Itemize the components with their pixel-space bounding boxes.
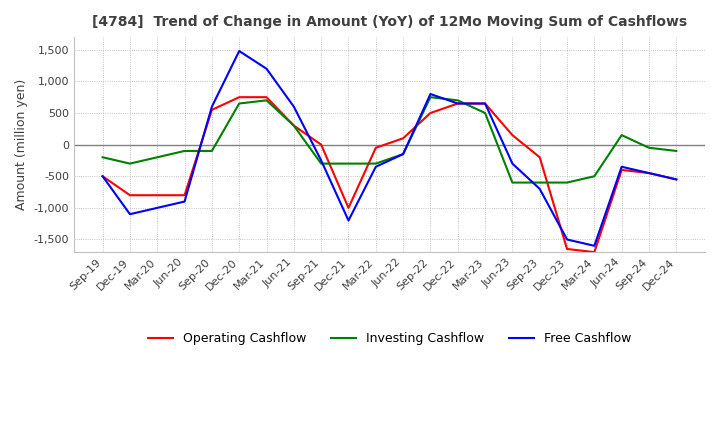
Legend: Operating Cashflow, Investing Cashflow, Free Cashflow: Operating Cashflow, Investing Cashflow, … <box>143 327 636 350</box>
Operating Cashflow <box>454 101 462 106</box>
Investing Cashflow <box>207 148 216 154</box>
Investing Cashflow <box>563 180 572 185</box>
Free Cashflow <box>563 237 572 242</box>
Operating Cashflow <box>536 154 544 160</box>
Y-axis label: Amount (million yen): Amount (million yen) <box>15 79 28 210</box>
Free Cashflow <box>99 174 107 179</box>
Investing Cashflow <box>672 148 680 154</box>
Investing Cashflow <box>180 148 189 154</box>
Operating Cashflow <box>372 145 380 150</box>
Investing Cashflow <box>454 98 462 103</box>
Free Cashflow <box>372 164 380 169</box>
Operating Cashflow <box>426 110 435 116</box>
Line: Investing Cashflow: Investing Cashflow <box>103 97 676 183</box>
Operating Cashflow <box>125 193 134 198</box>
Free Cashflow <box>481 101 490 106</box>
Investing Cashflow <box>399 151 408 157</box>
Title: [4784]  Trend of Change in Amount (YoY) of 12Mo Moving Sum of Cashflows: [4784] Trend of Change in Amount (YoY) o… <box>92 15 687 29</box>
Free Cashflow <box>617 164 626 169</box>
Free Cashflow <box>180 199 189 204</box>
Operating Cashflow <box>481 101 490 106</box>
Operating Cashflow <box>617 167 626 172</box>
Operating Cashflow <box>180 193 189 198</box>
Operating Cashflow <box>644 170 653 176</box>
Investing Cashflow <box>262 98 271 103</box>
Investing Cashflow <box>317 161 325 166</box>
Free Cashflow <box>289 104 298 109</box>
Investing Cashflow <box>125 161 134 166</box>
Operating Cashflow <box>207 107 216 113</box>
Investing Cashflow <box>153 154 161 160</box>
Operating Cashflow <box>317 142 325 147</box>
Operating Cashflow <box>672 177 680 182</box>
Operating Cashflow <box>289 123 298 128</box>
Free Cashflow <box>344 218 353 223</box>
Investing Cashflow <box>372 161 380 166</box>
Operating Cashflow <box>153 193 161 198</box>
Free Cashflow <box>153 205 161 210</box>
Free Cashflow <box>454 101 462 106</box>
Operating Cashflow <box>235 95 243 100</box>
Operating Cashflow <box>262 95 271 100</box>
Investing Cashflow <box>99 154 107 160</box>
Free Cashflow <box>426 92 435 97</box>
Free Cashflow <box>125 212 134 217</box>
Free Cashflow <box>262 66 271 71</box>
Investing Cashflow <box>590 174 598 179</box>
Operating Cashflow <box>590 249 598 255</box>
Free Cashflow <box>399 151 408 157</box>
Free Cashflow <box>508 161 517 166</box>
Operating Cashflow <box>99 174 107 179</box>
Investing Cashflow <box>289 123 298 128</box>
Operating Cashflow <box>344 205 353 210</box>
Investing Cashflow <box>644 145 653 150</box>
Investing Cashflow <box>344 161 353 166</box>
Investing Cashflow <box>508 180 517 185</box>
Investing Cashflow <box>235 101 243 106</box>
Investing Cashflow <box>481 110 490 116</box>
Operating Cashflow <box>508 132 517 138</box>
Free Cashflow <box>235 48 243 54</box>
Free Cashflow <box>672 177 680 182</box>
Free Cashflow <box>317 158 325 163</box>
Investing Cashflow <box>617 132 626 138</box>
Investing Cashflow <box>426 95 435 100</box>
Line: Free Cashflow: Free Cashflow <box>103 51 676 246</box>
Line: Operating Cashflow: Operating Cashflow <box>103 97 676 252</box>
Operating Cashflow <box>563 246 572 252</box>
Free Cashflow <box>207 104 216 109</box>
Free Cashflow <box>644 170 653 176</box>
Free Cashflow <box>590 243 598 249</box>
Free Cashflow <box>536 186 544 191</box>
Operating Cashflow <box>399 136 408 141</box>
Investing Cashflow <box>536 180 544 185</box>
